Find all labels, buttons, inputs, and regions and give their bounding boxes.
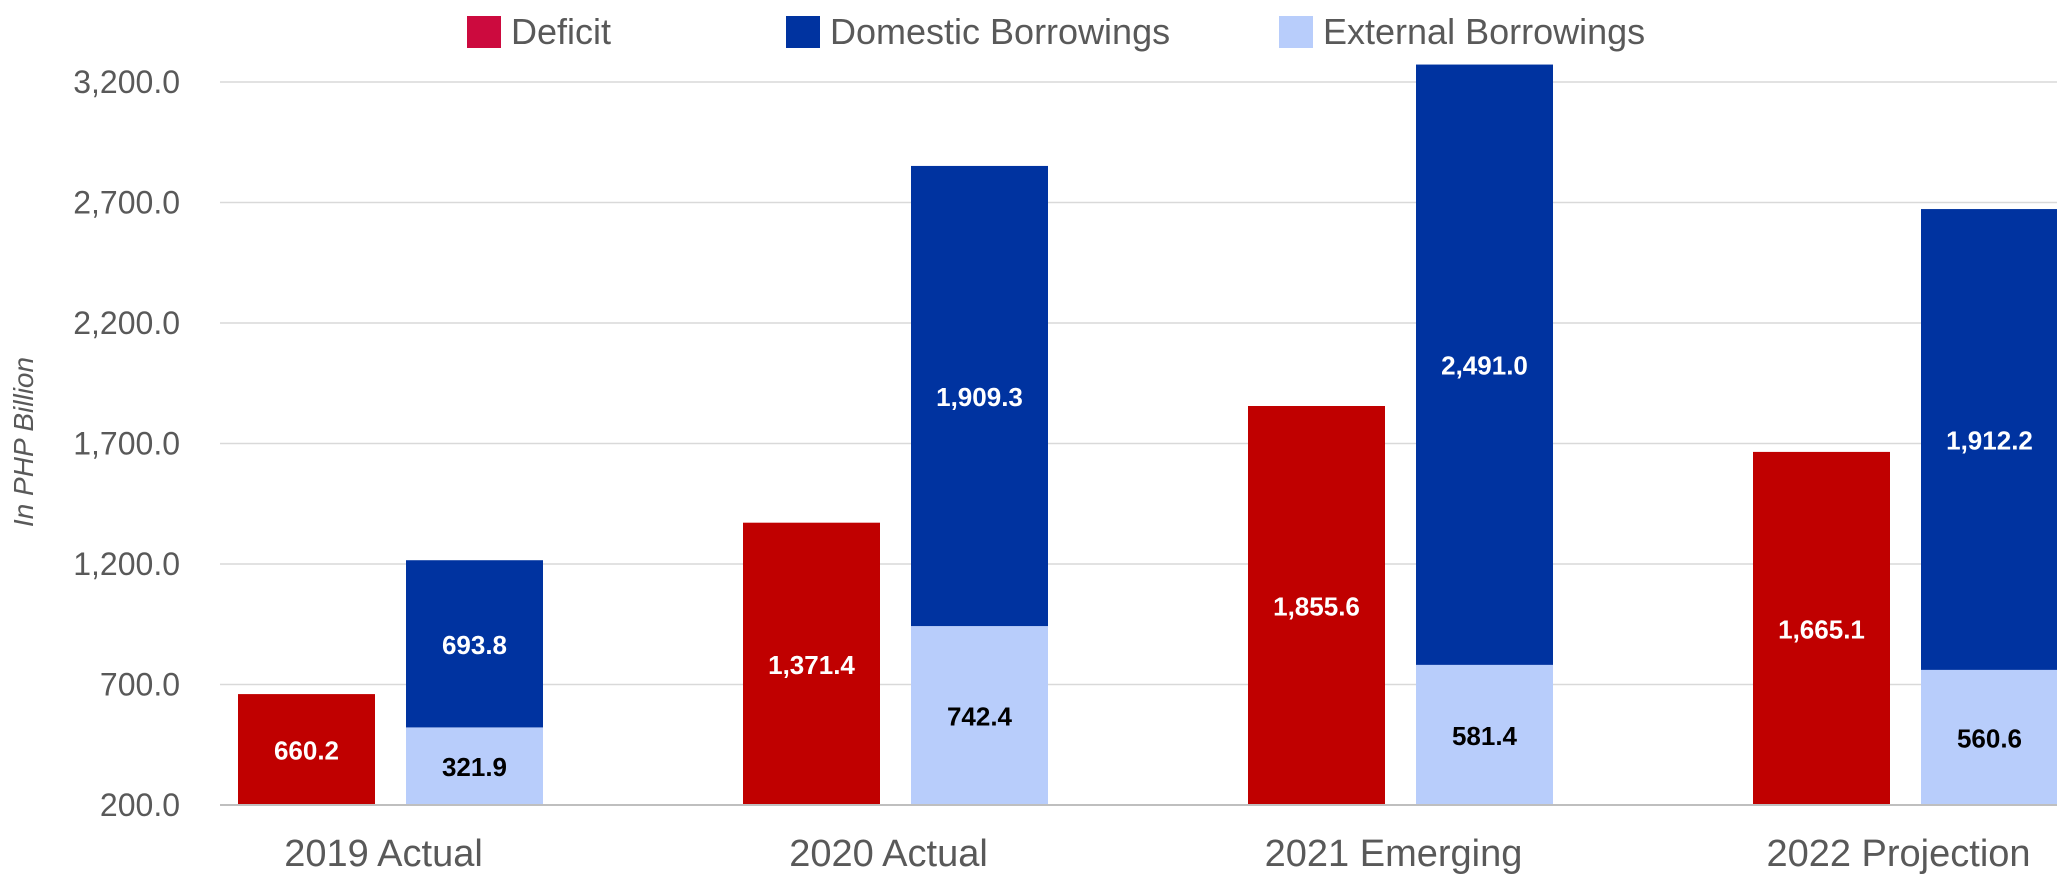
bars [238, 64, 2057, 805]
data-labels: 660.2 321.9 693.8 1,371.4 742.4 1,909.3 1,855.… [274, 351, 2033, 782]
bar-domestic-borrowings [911, 165, 1048, 627]
legend-swatch [1279, 16, 1313, 48]
x-axis: 2019 Actual 2020 Actual 2021 Emerging 2022 … [220, 804, 2057, 874]
x-category-label: 2021 Emerging [1265, 833, 1523, 874]
bar-deficit [238, 694, 375, 805]
data-label-deficit: 660.2 [274, 736, 339, 766]
bar-external-borrowings [1921, 669, 2057, 805]
data-label-domestic-borrowings: 2,491.0 [1441, 351, 1528, 381]
data-label-deficit: 1,665.1 [1778, 614, 1865, 644]
legend-label: Deficit [511, 11, 611, 52]
bar-domestic-borrowings [1416, 64, 1553, 665]
y-tick-label: 1,700.0 [73, 426, 180, 462]
y-tick-label: 1,200.0 [73, 546, 180, 582]
data-label-external-borrowings: 742.4 [947, 702, 1013, 732]
x-category-label: 2022 Projection [1766, 833, 2030, 874]
y-axis: 200.0 700.0 1,200.0 1,700.0 2,200.0 2,700.0 3,… [73, 64, 180, 823]
bar-deficit [743, 522, 880, 805]
y-tick-label: 2,200.0 [73, 305, 180, 341]
legend[interactable]: Deficit Domestic Borrowings External Borro… [467, 11, 1645, 52]
bar-deficit [1753, 451, 1890, 805]
data-label-external-borrowings: 321.9 [442, 752, 507, 782]
legend-item-deficit[interactable]: Deficit [467, 11, 611, 52]
y-tick-label: 3,200.0 [73, 64, 180, 100]
y-axis-title: In PHP Billion [8, 357, 39, 527]
y-tick-label: 200.0 [100, 787, 180, 823]
data-label-external-borrowings: 560.6 [1957, 723, 2022, 753]
y-tick-label: 2,700.0 [73, 185, 180, 221]
legend-label: External Borrowings [1323, 11, 1645, 52]
data-label-deficit: 1,855.6 [1273, 592, 1360, 622]
legend-swatch [786, 16, 820, 48]
data-label-deficit: 1,371.4 [768, 650, 855, 680]
bar-domestic-borrowings [406, 560, 543, 728]
data-label-domestic-borrowings: 1,909.3 [936, 382, 1023, 412]
bar-external-borrowings [911, 626, 1048, 805]
bar-external-borrowings [406, 727, 543, 805]
y-tick-label: 700.0 [100, 667, 180, 703]
data-label-domestic-borrowings: 1,912.2 [1946, 425, 2033, 455]
legend-swatch [467, 16, 501, 48]
bar-deficit [1248, 406, 1385, 805]
bar-domestic-borrowings [1921, 209, 2057, 670]
x-category-label: 2020 Actual [789, 833, 988, 874]
bar-external-borrowings [1416, 664, 1553, 805]
x-category-label: 2019 Actual [284, 833, 483, 874]
legend-item-external-borrowings[interactable]: External Borrowings [1279, 11, 1645, 52]
data-label-external-borrowings: 581.4 [1452, 721, 1518, 751]
legend-item-domestic-borrowings[interactable]: Domestic Borrowings [786, 11, 1170, 52]
data-label-domestic-borrowings: 693.8 [442, 630, 507, 660]
legend-label: Domestic Borrowings [830, 11, 1170, 52]
